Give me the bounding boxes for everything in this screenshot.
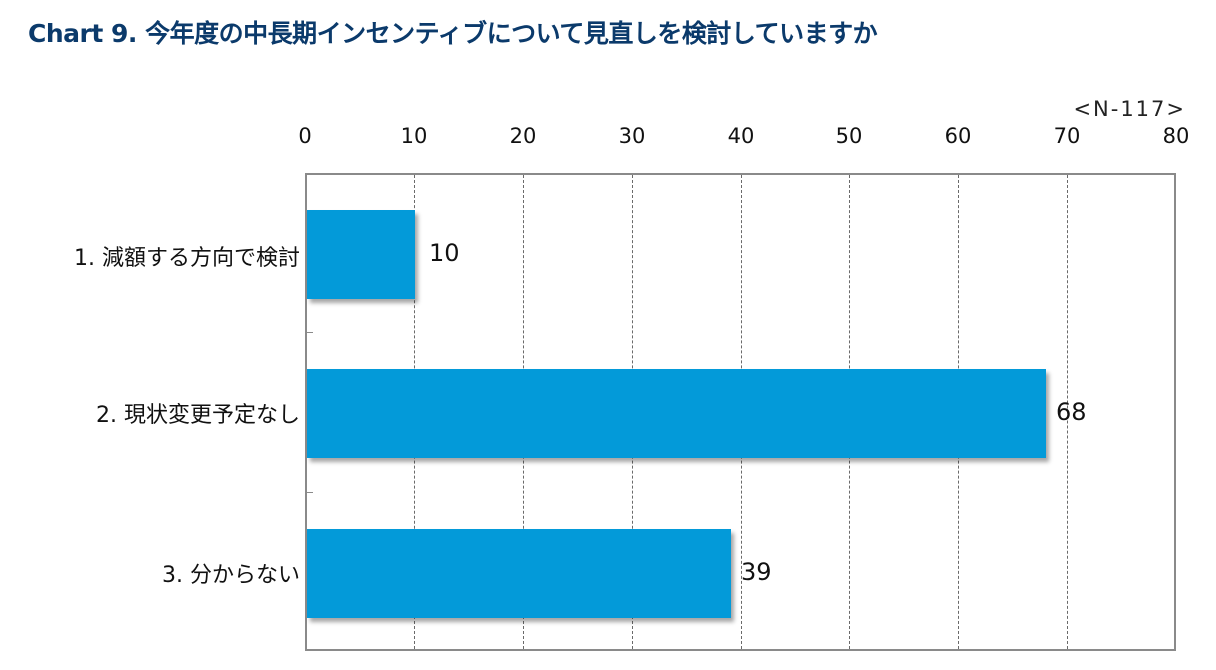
chart-title: Chart 9. 今年度の中長期インセンティブについて見直しを検討していますか [28, 19, 878, 48]
category-label: 3. 分からない [162, 563, 300, 588]
x-tick-label: 70 [1053, 124, 1081, 148]
bar-2 [307, 369, 1046, 458]
category-label: 1. 減額する方向で検討 [74, 246, 300, 271]
x-tick-label: 30 [618, 124, 646, 148]
category-tick [307, 332, 313, 333]
gridline [1067, 175, 1068, 649]
bar-1 [307, 210, 415, 299]
bar-value-label: 68 [1056, 398, 1087, 426]
category-label: 2. 現状変更予定なし [96, 403, 300, 428]
x-tick-label: 0 [298, 124, 312, 148]
category-tick [307, 492, 313, 493]
x-tick-label: 20 [509, 124, 537, 148]
bar-value-label: 39 [741, 558, 772, 586]
x-tick-label: 80 [1162, 124, 1190, 148]
bar-3 [307, 529, 731, 618]
x-tick-label: 60 [944, 124, 972, 148]
x-tick-label: 50 [835, 124, 863, 148]
sample-size-note: <N-117> [1073, 97, 1186, 121]
bar-value-label: 10 [429, 239, 460, 267]
x-tick-label: 10 [400, 124, 428, 148]
plot-area: 10 68 39 [305, 173, 1176, 651]
x-tick-label: 40 [727, 124, 755, 148]
